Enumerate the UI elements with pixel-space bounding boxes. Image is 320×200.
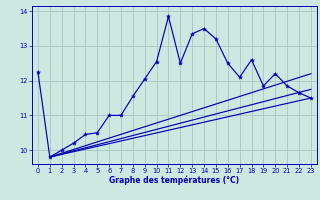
X-axis label: Graphe des températures (°C): Graphe des températures (°C) — [109, 176, 239, 185]
